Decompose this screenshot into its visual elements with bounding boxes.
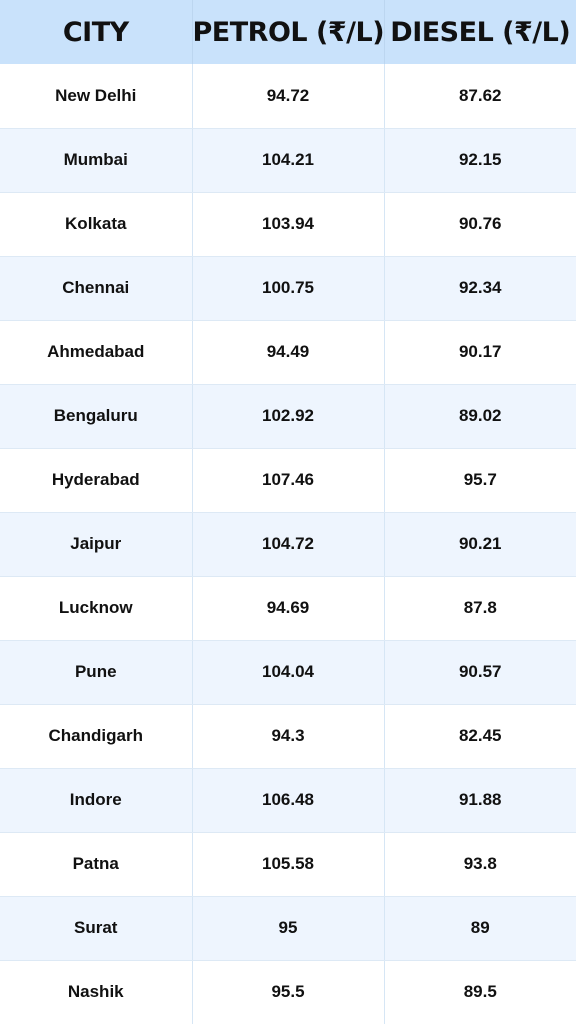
table-row: Kolkata 103.94 90.76 <box>0 192 576 257</box>
petrol-price-cell: 94.3 <box>192 704 385 769</box>
table-row: Bengaluru 102.92 89.02 <box>0 384 576 449</box>
petrol-price-cell: 94.72 <box>192 64 385 129</box>
table-row: Pune 104.04 90.57 <box>0 640 576 705</box>
diesel-price-cell: 87.62 <box>384 64 576 129</box>
table-row: Surat 95 89 <box>0 896 576 961</box>
diesel-price-cell: 95.7 <box>384 448 576 513</box>
diesel-price-cell: 91.88 <box>384 768 576 833</box>
diesel-price-cell: 82.45 <box>384 704 576 769</box>
city-cell: New Delhi <box>0 64 193 129</box>
petrol-price-cell: 106.48 <box>192 768 385 833</box>
table-row: Chandigarh 94.3 82.45 <box>0 704 576 769</box>
city-cell: Mumbai <box>0 128 193 193</box>
petrol-price-cell: 104.04 <box>192 640 385 705</box>
petrol-price-cell: 102.92 <box>192 384 385 449</box>
city-cell: Chennai <box>0 256 193 321</box>
city-cell: Bengaluru <box>0 384 193 449</box>
diesel-price-cell: 92.34 <box>384 256 576 321</box>
diesel-price-cell: 90.57 <box>384 640 576 705</box>
header-row: CITY PETROL (₹/L) DIESEL (₹/L) <box>0 0 576 64</box>
petrol-price-cell: 104.72 <box>192 512 385 577</box>
city-cell: Hyderabad <box>0 448 193 513</box>
city-cell: Chandigarh <box>0 704 193 769</box>
table-row: Indore 106.48 91.88 <box>0 768 576 833</box>
column-header-city: CITY <box>0 0 193 64</box>
petrol-price-cell: 95 <box>192 896 385 961</box>
city-cell: Patna <box>0 832 193 897</box>
diesel-price-cell: 90.17 <box>384 320 576 385</box>
diesel-price-cell: 93.8 <box>384 832 576 897</box>
city-cell: Pune <box>0 640 193 705</box>
city-cell: Lucknow <box>0 576 193 641</box>
diesel-price-cell: 89.5 <box>384 960 576 1024</box>
petrol-price-cell: 94.49 <box>192 320 385 385</box>
table-header: CITY PETROL (₹/L) DIESEL (₹/L) <box>0 0 576 64</box>
city-cell: Kolkata <box>0 192 193 257</box>
city-cell: Jaipur <box>0 512 193 577</box>
petrol-price-cell: 94.69 <box>192 576 385 641</box>
city-cell: Indore <box>0 768 193 833</box>
column-header-diesel: DIESEL (₹/L) <box>384 0 576 64</box>
diesel-price-cell: 89.02 <box>384 384 576 449</box>
diesel-price-cell: 89 <box>384 896 576 961</box>
table-row: Patna 105.58 93.8 <box>0 832 576 897</box>
petrol-price-cell: 100.75 <box>192 256 385 321</box>
petrol-price-cell: 107.46 <box>192 448 385 513</box>
city-cell: Surat <box>0 896 193 961</box>
petrol-price-cell: 95.5 <box>192 960 385 1024</box>
diesel-price-cell: 90.76 <box>384 192 576 257</box>
table-row: Nashik 95.5 89.5 <box>0 960 576 1024</box>
table-row: Ahmedabad 94.49 90.17 <box>0 320 576 385</box>
table-row: Mumbai 104.21 92.15 <box>0 128 576 193</box>
diesel-price-cell: 87.8 <box>384 576 576 641</box>
table-row: Lucknow 94.69 87.8 <box>0 576 576 641</box>
city-cell: Ahmedabad <box>0 320 193 385</box>
diesel-price-cell: 90.21 <box>384 512 576 577</box>
column-header-petrol: PETROL (₹/L) <box>192 0 385 64</box>
table-row: Jaipur 104.72 90.21 <box>0 512 576 577</box>
table-body: New Delhi 94.72 87.62 Mumbai 104.21 92.15 Kolk… <box>0 64 576 1024</box>
table-row: New Delhi 94.72 87.62 <box>0 64 576 129</box>
diesel-price-cell: 92.15 <box>384 128 576 193</box>
table-row: Chennai 100.75 92.34 <box>0 256 576 321</box>
petrol-price-cell: 104.21 <box>192 128 385 193</box>
petrol-price-cell: 103.94 <box>192 192 385 257</box>
table-row: Hyderabad 107.46 95.7 <box>0 448 576 513</box>
petrol-price-cell: 105.58 <box>192 832 385 897</box>
city-cell: Nashik <box>0 960 193 1024</box>
